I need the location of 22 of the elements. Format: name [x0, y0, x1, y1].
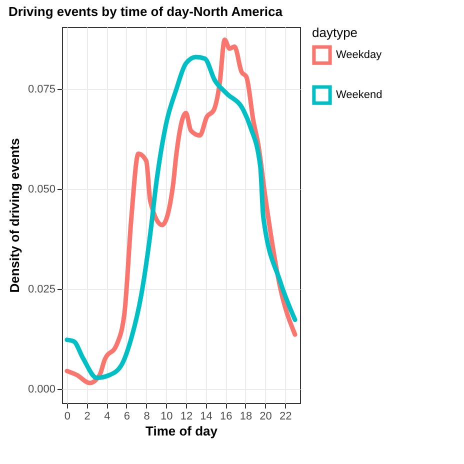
chart-title: Driving events by time of day-North America	[8, 4, 284, 19]
legend-label: Weekday	[336, 49, 382, 61]
y-tick-label: 0.050	[28, 184, 56, 196]
legend-label: Weekend	[336, 89, 382, 101]
x-tick-label: 6	[124, 410, 130, 422]
x-tick-label: 2	[84, 410, 90, 422]
x-axis-title: Time of day	[145, 424, 218, 438]
y-axis-title: Density of driving events	[6, 138, 22, 293]
x-tick-label: 22	[280, 410, 292, 422]
x-tick-label: 14	[200, 410, 212, 422]
x-tick-label: 8	[144, 410, 150, 422]
x-tick-label: 16	[220, 410, 232, 422]
legend-title: daytype	[312, 25, 358, 40]
y-tick-label: 0.075	[28, 84, 56, 96]
y-tick-label: 0.025	[28, 284, 56, 296]
x-tick-label: 10	[160, 410, 173, 422]
y-tick-label: 0.000	[28, 384, 56, 396]
x-tick-label: 12	[180, 410, 193, 422]
x-tick-label: 4	[104, 410, 110, 422]
x-tick-label: 18	[240, 410, 252, 422]
x-tick-label: 0	[64, 410, 71, 422]
x-tick-label: 20	[260, 410, 272, 422]
